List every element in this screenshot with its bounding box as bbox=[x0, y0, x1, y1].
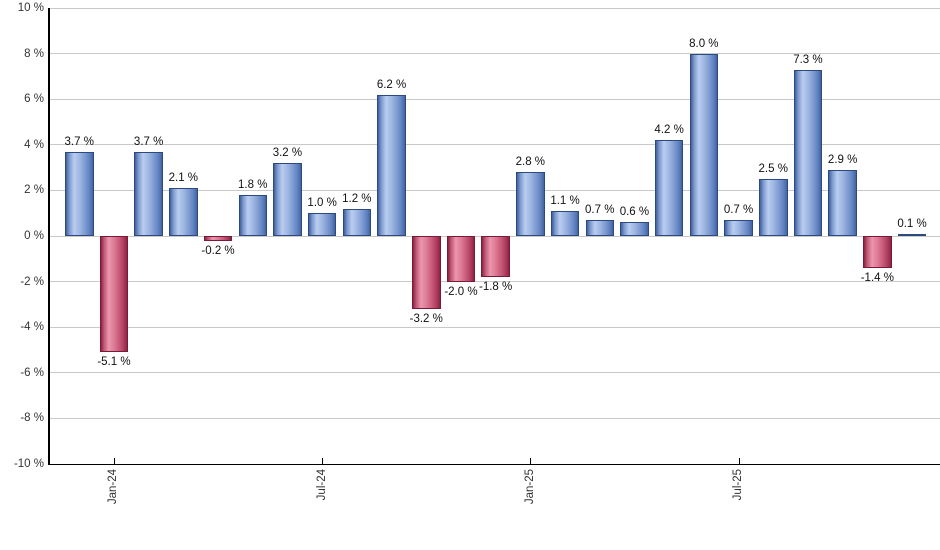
bar-positive[interactable] bbox=[169, 188, 198, 236]
bar-positive[interactable] bbox=[793, 69, 823, 236]
x-axis-tick bbox=[738, 457, 740, 464]
bar-value-label: -1.4 % bbox=[860, 271, 894, 284]
gridline bbox=[48, 98, 940, 100]
bar-positive[interactable] bbox=[654, 140, 684, 236]
bar-positive[interactable] bbox=[307, 213, 337, 236]
bar-positive[interactable] bbox=[516, 172, 545, 236]
gridline bbox=[48, 372, 940, 374]
bar-value-label: 3.2 % bbox=[272, 147, 303, 160]
bar-value-label: 2.8 % bbox=[515, 156, 546, 169]
x-axis-tick-label: Jan-24 bbox=[107, 469, 120, 505]
y-axis-tick-label: 4 % bbox=[24, 138, 44, 151]
bar-value-label: -1.8 % bbox=[479, 281, 513, 294]
gridline bbox=[48, 417, 940, 419]
bar-positive[interactable] bbox=[724, 220, 753, 236]
gridline bbox=[48, 281, 940, 283]
bar-positive[interactable] bbox=[134, 151, 163, 236]
gridline bbox=[48, 53, 940, 55]
bar-value-label: 0.7 % bbox=[723, 204, 754, 217]
bar-positive[interactable] bbox=[828, 169, 857, 236]
bar-negative[interactable] bbox=[863, 236, 892, 268]
y-axis-tick-label: -4 % bbox=[20, 321, 44, 334]
bar-negative[interactable] bbox=[99, 236, 129, 353]
x-axis-tick-label: Jul-25 bbox=[732, 469, 745, 501]
bar-value-label: 7.3 % bbox=[793, 53, 823, 66]
y-axis-tick-label: 0 % bbox=[24, 230, 44, 242]
y-axis-tick-label: -2 % bbox=[20, 275, 44, 288]
bar-value-label: 0.1 % bbox=[897, 217, 927, 230]
y-axis-tick-label: 6 % bbox=[24, 93, 44, 106]
bar-value-label: 2.1 % bbox=[168, 172, 199, 185]
bar-value-label: 8.0 % bbox=[689, 37, 719, 50]
bar-value-label: 2.9 % bbox=[827, 153, 858, 166]
x-axis-tick bbox=[530, 457, 532, 464]
y-axis-tick-label: -8 % bbox=[20, 412, 44, 425]
x-axis-tick bbox=[322, 457, 324, 464]
bar-positive[interactable] bbox=[377, 94, 406, 236]
y-axis-tick-label: -10 % bbox=[13, 458, 44, 470]
bar-value-label: 3.7 % bbox=[133, 135, 164, 148]
bar-positive[interactable] bbox=[550, 210, 580, 236]
bar-positive[interactable] bbox=[238, 194, 267, 236]
bar-positive[interactable] bbox=[585, 220, 614, 236]
bar-negative[interactable] bbox=[446, 236, 476, 282]
y-axis-tick-label: 10 % bbox=[17, 2, 44, 14]
bar-value-label: 1.2 % bbox=[342, 192, 372, 205]
bar-value-label: 1.8 % bbox=[238, 178, 268, 191]
bar-negative[interactable] bbox=[481, 236, 510, 278]
bar-positive[interactable] bbox=[273, 163, 302, 236]
bar-value-label: 6.2 % bbox=[376, 78, 407, 91]
bar-negative[interactable] bbox=[203, 236, 233, 241]
bar-negative[interactable] bbox=[412, 236, 441, 309]
x-axis-line bbox=[48, 463, 940, 465]
bar-value-label: -5.1 % bbox=[97, 356, 131, 369]
bar-value-label: 4.2 % bbox=[654, 124, 684, 137]
bar-value-label: 0.7 % bbox=[585, 204, 615, 217]
bar-positive[interactable] bbox=[342, 208, 372, 236]
x-axis-tick-label: Jan-25 bbox=[523, 469, 536, 505]
bar-value-label: -0.2 % bbox=[201, 244, 235, 257]
bar-value-label: 0.6 % bbox=[619, 206, 650, 219]
bar-positive[interactable] bbox=[759, 179, 788, 236]
bar-value-label: 2.5 % bbox=[758, 163, 788, 175]
bar-value-label: 3.7 % bbox=[64, 135, 94, 148]
gridline bbox=[48, 7, 940, 9]
y-axis-tick-label: -6 % bbox=[20, 366, 44, 379]
bar-value-label: -3.2 % bbox=[409, 312, 443, 325]
y-axis-tick-label: 8 % bbox=[24, 47, 44, 60]
y-axis-tick-label: 2 % bbox=[24, 184, 44, 197]
bar-value-label: -2.0 % bbox=[444, 285, 478, 298]
x-axis-tick-label: Jul-24 bbox=[315, 469, 328, 501]
gridline bbox=[48, 144, 940, 146]
x-axis-tick bbox=[113, 457, 115, 464]
bar-positive[interactable] bbox=[620, 222, 649, 236]
y-axis-line bbox=[48, 8, 50, 465]
bar-positive[interactable] bbox=[65, 151, 94, 236]
bar-positive[interactable] bbox=[689, 53, 719, 236]
bar-positive[interactable] bbox=[897, 233, 927, 236]
gridline bbox=[48, 189, 940, 191]
bar-value-label: 1.0 % bbox=[307, 197, 337, 210]
gridline bbox=[48, 326, 940, 328]
bar-value-label: 1.1 % bbox=[550, 194, 580, 207]
